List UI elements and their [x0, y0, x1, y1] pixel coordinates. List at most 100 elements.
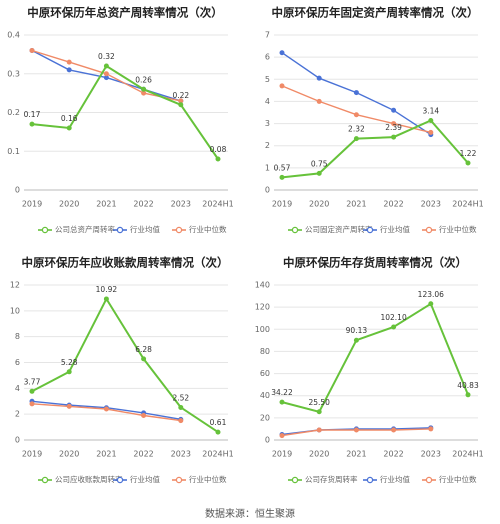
y-tick-label: 6	[15, 358, 20, 367]
legend-label: 行业均值	[380, 224, 410, 234]
legend-swatch-marker	[116, 226, 124, 234]
legend-swatch-marker	[425, 476, 433, 484]
y-tick-label: 10	[10, 306, 20, 315]
legend-swatch-marker	[41, 476, 49, 484]
y-tick-label: 60	[260, 369, 270, 378]
legend-swatch-marker	[116, 476, 124, 484]
y-tick-label: 7	[265, 31, 270, 40]
data-label: 1.22	[460, 149, 477, 158]
industry_median-data-point	[29, 401, 35, 407]
x-tick-label: 2023	[421, 200, 441, 209]
x-tick-label: 2019	[22, 200, 42, 209]
company-data-point	[178, 102, 184, 108]
industry_median-data-point	[316, 98, 322, 104]
y-tick-label: 20	[260, 413, 270, 422]
y-tick-label: 5	[265, 75, 270, 84]
legend-label: 公司总资产周转率	[55, 224, 115, 234]
company-data-point	[428, 301, 434, 307]
data-label: 123.06	[418, 290, 444, 299]
x-tick-label: 2019	[272, 200, 292, 209]
industry_median-data-point	[428, 129, 434, 135]
y-tick-label: 4	[265, 97, 270, 106]
legend-label: 公司固定资产周转率	[305, 224, 373, 234]
industry_avg-data-point	[66, 67, 72, 73]
data-label: 102.10	[380, 313, 406, 322]
y-tick-label: 0.3	[7, 69, 20, 78]
company-data-point	[178, 404, 184, 410]
industry_avg-data-point	[279, 50, 285, 56]
data-label: 6.28	[135, 345, 152, 354]
data-label: 0.08	[210, 145, 227, 154]
industry_median-data-point	[391, 121, 397, 127]
data-label: 90.13	[346, 326, 368, 335]
legend-swatch-marker	[366, 476, 374, 484]
legend-swatch-marker	[291, 226, 299, 234]
data-label: 2.39	[385, 123, 402, 132]
legend-label: 行业中位数	[189, 224, 227, 234]
legend-swatch-marker	[425, 226, 433, 234]
company-data-point	[279, 399, 285, 405]
industry_median-data-point	[428, 426, 434, 432]
legend-label: 行业均值	[380, 474, 410, 484]
legend-label: 公司应收账款周转率	[55, 474, 123, 484]
industry_median-data-point	[66, 403, 72, 409]
company-data-point	[316, 170, 322, 176]
x-tick-label: 2022	[133, 200, 153, 209]
data-label: 2.52	[172, 393, 189, 402]
data-label: 34.22	[271, 388, 293, 397]
data-label: 0.57	[274, 163, 291, 172]
x-tick-label: 2024H1	[202, 200, 233, 209]
y-tick-label: 40	[260, 391, 270, 400]
y-tick-label: 140	[255, 281, 270, 290]
data-label: 3.14	[422, 106, 439, 115]
data-label: 5.28	[61, 358, 78, 367]
industry_median-data-point	[353, 112, 359, 118]
company-data-point	[215, 156, 221, 162]
y-tick-label: 3	[265, 119, 270, 128]
x-tick-label: 2022	[383, 200, 403, 209]
x-tick-label: 2021	[346, 450, 366, 459]
data-label: 3.77	[24, 377, 41, 386]
data-source-note: 数据来源：恒生聚源	[205, 509, 295, 520]
industry_median-data-point	[178, 418, 184, 424]
legend-label: 行业中位数	[439, 224, 477, 234]
data-label: 0.17	[24, 110, 41, 119]
y-tick-label: 80	[260, 347, 270, 356]
company-data-point	[428, 117, 434, 123]
company-data-point	[215, 429, 221, 435]
y-tick-label: 0.4	[7, 31, 20, 40]
company-data-point	[66, 125, 72, 131]
y-tick-label: 2	[265, 141, 270, 150]
legend-swatch-marker	[175, 226, 183, 234]
y-tick-label: 0.1	[7, 147, 20, 156]
legend-label: 行业均值	[130, 224, 160, 234]
inventory-turnover-chart: 中原环保历年存货周转率情况（次） 0 20 40 60 80 100 120 140 2019 20…	[255, 256, 484, 485]
y-tick-label: 0	[15, 436, 20, 445]
data-label: 0.22	[172, 91, 189, 100]
company-data-point	[141, 356, 147, 362]
industry_median-data-point	[279, 433, 285, 439]
data-label: 0.16	[61, 114, 78, 123]
company-data-point	[141, 86, 147, 92]
legend-label: 行业均值	[130, 474, 160, 484]
company-data-point	[353, 337, 359, 343]
industry_avg-data-point	[353, 90, 359, 96]
industry_median-data-point	[103, 406, 109, 412]
x-tick-label: 2020	[309, 450, 329, 459]
industry_avg-data-point	[391, 107, 397, 113]
industry_median-data-point	[353, 427, 359, 433]
y-tick-label: 4	[15, 384, 20, 393]
industry_median-data-point	[66, 59, 72, 65]
company-data-point	[391, 324, 397, 330]
legend-label: 公司存货周转率	[305, 474, 358, 484]
x-tick-label: 2019	[22, 450, 42, 459]
total-asset-turnover-chart: 中原环保历年总资产周转率情况（次） 0 0.1 0.2 0.3 0.4 2019 2020 20…	[7, 6, 233, 235]
data-label: 10.92	[96, 285, 118, 294]
company-data-point	[103, 296, 109, 302]
company-series-line	[281, 119, 469, 179]
data-label: 25.50	[308, 398, 330, 407]
x-tick-label: 2024H1	[202, 450, 233, 459]
y-tick-label: 12	[10, 281, 20, 290]
company-data-point	[353, 136, 359, 142]
company-data-point	[391, 134, 397, 140]
